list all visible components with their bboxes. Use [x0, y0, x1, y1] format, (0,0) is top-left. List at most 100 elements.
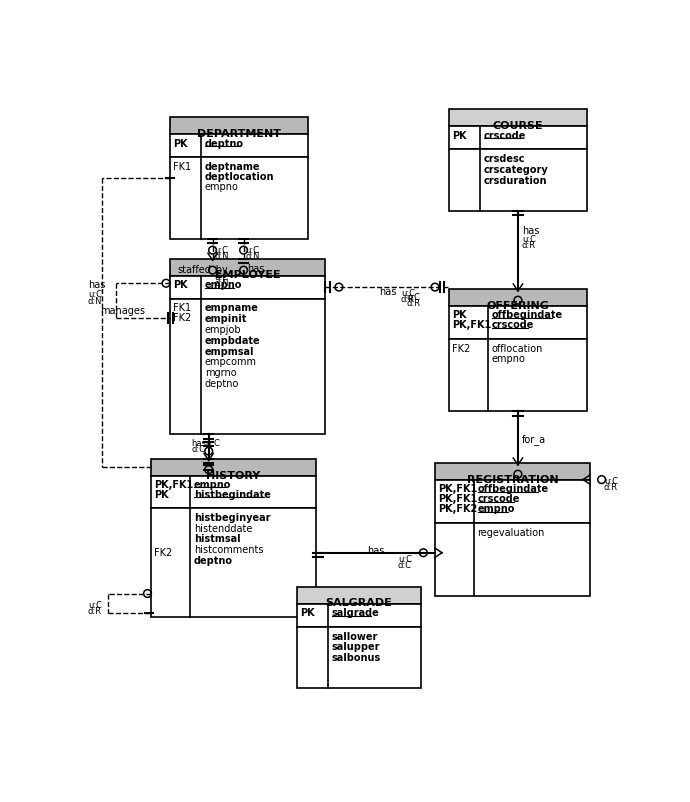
Bar: [449, 339, 587, 411]
Text: staffed_by: staffed_by: [178, 264, 228, 275]
Bar: [449, 290, 587, 307]
Bar: [151, 476, 315, 508]
Text: histcomments: histcomments: [194, 545, 264, 554]
Text: has: has: [248, 264, 265, 273]
Text: FK2: FK2: [155, 547, 172, 557]
Text: deptname: deptname: [205, 162, 260, 172]
Text: empno: empno: [491, 353, 526, 363]
Text: u:C: u:C: [604, 476, 618, 485]
Text: crscode: crscode: [491, 320, 534, 330]
Text: empmsal: empmsal: [205, 346, 255, 356]
Text: deptno: deptno: [205, 379, 239, 388]
Text: d:C: d:C: [398, 561, 412, 569]
Bar: [151, 460, 315, 476]
Bar: [297, 587, 421, 604]
Bar: [170, 276, 325, 299]
Text: empinit: empinit: [205, 314, 247, 324]
Text: DEPARTMENT: DEPARTMENT: [197, 128, 281, 139]
Bar: [435, 464, 590, 480]
Text: d:R: d:R: [401, 294, 415, 304]
Text: EMPLOYEE: EMPLOYEE: [215, 270, 280, 280]
Bar: [435, 480, 590, 523]
Text: offbegindate: offbegindate: [477, 484, 549, 494]
Text: manages: manages: [100, 306, 145, 315]
Text: u:C: u:C: [88, 600, 102, 609]
Text: REGISTRATION: REGISTRATION: [466, 475, 558, 484]
Text: histbegindate: histbegindate: [194, 489, 271, 499]
Text: FK1: FK1: [173, 162, 191, 172]
Text: has: has: [380, 286, 397, 296]
Text: deptno: deptno: [194, 555, 233, 565]
Text: d:C: d:C: [192, 444, 206, 454]
Text: PK: PK: [300, 608, 315, 618]
Text: crscode: crscode: [477, 494, 520, 504]
Bar: [449, 307, 587, 339]
Text: FK2: FK2: [173, 313, 191, 323]
Bar: [297, 627, 421, 688]
Text: for_a: for_a: [522, 433, 546, 444]
Text: u:C: u:C: [398, 555, 412, 564]
Bar: [449, 150, 587, 212]
Text: u:C: u:C: [401, 289, 415, 298]
Text: FK1: FK1: [173, 303, 191, 313]
Text: deptno: deptno: [205, 139, 244, 148]
Text: histbeginyear: histbeginyear: [194, 512, 270, 522]
Text: offbegindate: offbegindate: [491, 310, 563, 320]
Text: PK,FK1: PK,FK1: [438, 484, 477, 494]
Bar: [435, 523, 590, 596]
Text: hasu:C: hasu:C: [192, 439, 221, 448]
Text: PK,FK1: PK,FK1: [438, 494, 477, 504]
Text: histenddate: histenddate: [194, 523, 253, 533]
Text: empno: empno: [477, 504, 515, 514]
Text: crsdesc: crsdesc: [484, 154, 525, 164]
Text: offlocation: offlocation: [491, 343, 543, 353]
Text: SALGRADE: SALGRADE: [326, 597, 393, 608]
Text: d:R: d:R: [522, 241, 536, 249]
Text: FK2: FK2: [452, 343, 471, 353]
Text: d:N: d:N: [88, 296, 102, 306]
Bar: [297, 604, 421, 627]
Text: salgrade: salgrade: [332, 608, 380, 618]
Text: crscategory: crscategory: [484, 164, 549, 175]
Text: d:N: d:N: [214, 252, 228, 261]
Text: u:C: u:C: [214, 273, 228, 282]
Bar: [449, 127, 587, 150]
Text: salupper: salupper: [332, 642, 380, 651]
Text: PK: PK: [173, 280, 188, 290]
Text: PK: PK: [452, 310, 466, 320]
Text: regevaluation: regevaluation: [477, 527, 545, 537]
Text: d:R: d:R: [406, 298, 420, 307]
Text: d:N: d:N: [245, 252, 259, 261]
Text: HISTORY: HISTORY: [206, 470, 261, 480]
Text: u:C: u:C: [406, 293, 420, 302]
Text: salbonus: salbonus: [332, 652, 381, 662]
Text: d:R: d:R: [88, 606, 102, 615]
Bar: [449, 110, 587, 127]
Text: d:R: d:R: [604, 482, 618, 492]
Text: histmsal: histmsal: [194, 534, 241, 544]
Text: u:C: u:C: [522, 235, 536, 244]
Text: PK,FK1: PK,FK1: [155, 480, 194, 489]
Text: PK: PK: [452, 131, 466, 141]
Text: has: has: [368, 545, 385, 555]
Text: OFFERING: OFFERING: [486, 301, 549, 311]
Text: has: has: [88, 279, 105, 290]
Text: empno: empno: [205, 280, 242, 290]
Text: PK,FK2: PK,FK2: [438, 504, 477, 514]
Text: has: has: [522, 225, 539, 236]
Text: crsduration: crsduration: [484, 176, 547, 185]
Text: empcomm: empcomm: [205, 357, 257, 367]
Bar: [170, 158, 308, 239]
Bar: [151, 508, 315, 617]
Bar: [170, 118, 308, 135]
Text: empjob: empjob: [205, 325, 241, 334]
Bar: [170, 299, 325, 435]
Text: deptlocation: deptlocation: [205, 172, 275, 181]
Text: d:N: d:N: [214, 278, 228, 287]
Text: PK: PK: [173, 139, 188, 148]
Text: empno: empno: [194, 480, 231, 489]
Bar: [170, 259, 325, 276]
Text: PK,FK1: PK,FK1: [452, 320, 491, 330]
Text: sallower: sallower: [332, 630, 378, 641]
Bar: [170, 135, 308, 158]
